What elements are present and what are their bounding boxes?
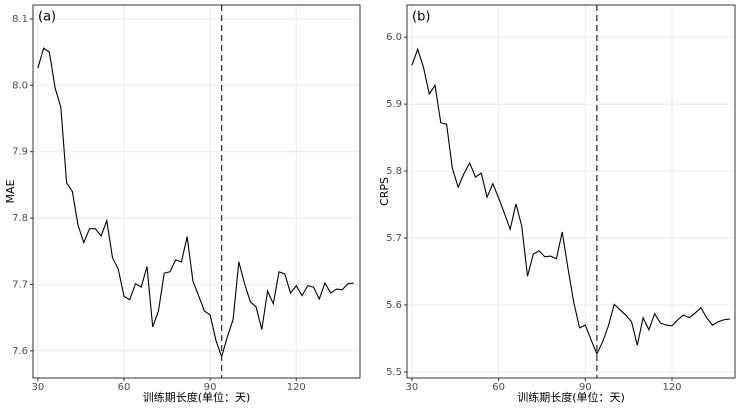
y-tick-label: 6.0 — [386, 32, 402, 43]
y-tick-label: 7.9 — [12, 147, 28, 158]
x-tick-label: 90 — [579, 382, 592, 393]
panel-tag: (a) — [38, 10, 56, 25]
y-tick-label: 5.6 — [386, 300, 402, 311]
x-tick-label: 120 — [287, 382, 306, 393]
plot-border — [406, 4, 736, 379]
y-tick-label: 5.8 — [386, 166, 402, 177]
x-tick-label: 60 — [492, 382, 505, 393]
y-axis-title: CRPS — [378, 177, 391, 206]
y-tick-label: 5.7 — [386, 233, 402, 244]
plot-border — [32, 4, 361, 379]
y-tick-label: 7.7 — [12, 279, 28, 290]
x-tick-label: 30 — [406, 382, 419, 393]
plot-background — [33, 5, 360, 378]
x-axis-title: 训练期长度(单位：天) — [143, 390, 251, 404]
x-tick-label: 30 — [32, 382, 45, 393]
y-tick-label: 7.6 — [12, 346, 28, 357]
plot-background — [407, 5, 735, 378]
y-tick-label: 5.9 — [386, 99, 402, 110]
y-tick-label: 8.0 — [12, 80, 28, 91]
data-line — [411, 47, 730, 356]
y-tick-label: 8.1 — [12, 14, 28, 25]
x-tick-label: 90 — [204, 382, 217, 393]
x-axis-title: 训练期长度(单位：天) — [517, 390, 625, 404]
x-tick-label: 60 — [118, 382, 131, 393]
x-tick-label: 120 — [662, 382, 681, 393]
data-line — [37, 47, 354, 359]
y-axis-title: MAE — [4, 179, 17, 203]
y-tick-label: 5.5 — [386, 367, 402, 378]
y-tick-label: 7.8 — [12, 213, 28, 224]
panel-tag: (b) — [412, 10, 430, 25]
